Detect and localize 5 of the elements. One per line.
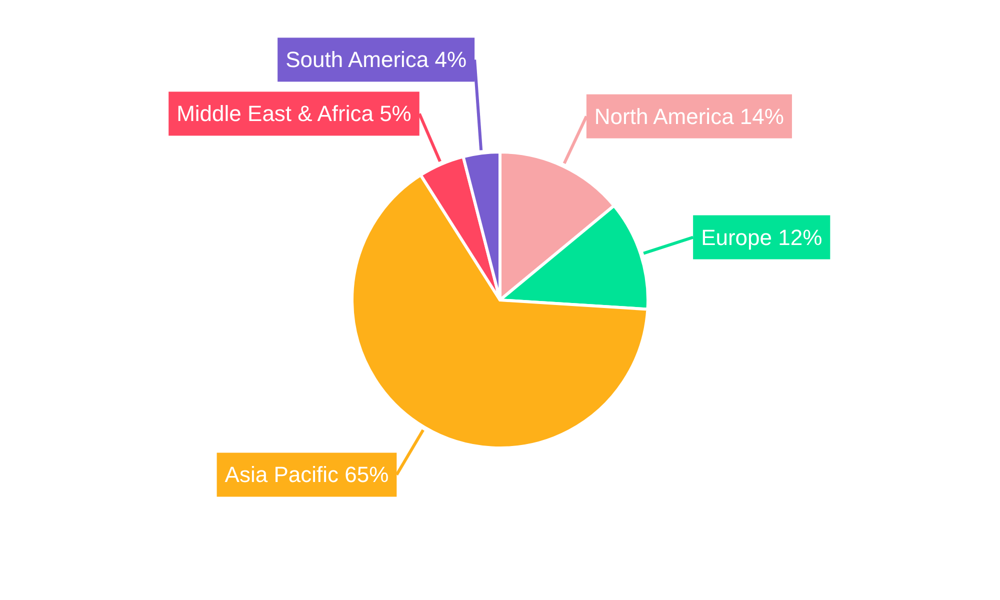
slice-label: Middle East & Africa 5% bbox=[176, 101, 412, 126]
slice-label: Europe 12% bbox=[701, 224, 822, 250]
slice-label: North America 14% bbox=[594, 104, 784, 129]
slice-label: South America 4% bbox=[286, 47, 467, 72]
slice-label: Asia Pacific 65% bbox=[224, 462, 389, 488]
